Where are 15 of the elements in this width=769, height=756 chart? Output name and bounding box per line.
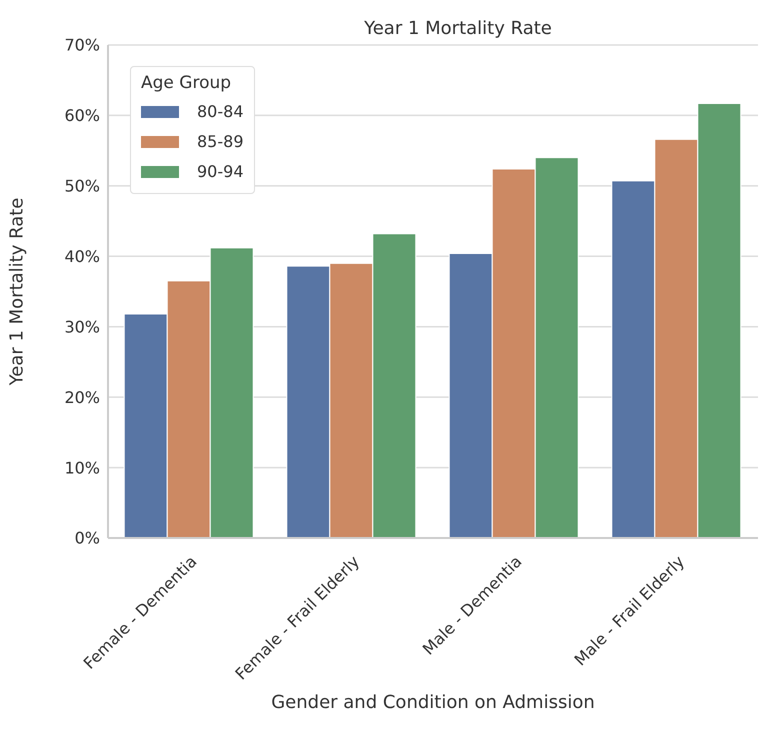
y-tick-label: 40% — [64, 246, 100, 266]
chart-title: Year 1 Mortality Rate — [363, 18, 553, 39]
legend-label: 85-89 — [196, 131, 244, 153]
y-tick-label: 70% — [64, 36, 100, 55]
legend-title: Age Group — [141, 73, 232, 93]
y-axis-title: Year 1 Mortality Rate — [6, 198, 28, 386]
y-tick-label: 50% — [64, 176, 100, 196]
legend-label: 90-94 — [196, 161, 244, 183]
y-tick-label: 30% — [64, 317, 100, 336]
y-tick-label: 20% — [64, 388, 100, 407]
legend-label: 80-84 — [196, 101, 244, 123]
y-tick-label: 10% — [64, 458, 100, 478]
x-axis-title: Gender and Condition on Admission — [271, 692, 595, 713]
y-tick-label: 60% — [64, 106, 100, 126]
y-tick-label: 0% — [74, 528, 100, 548]
